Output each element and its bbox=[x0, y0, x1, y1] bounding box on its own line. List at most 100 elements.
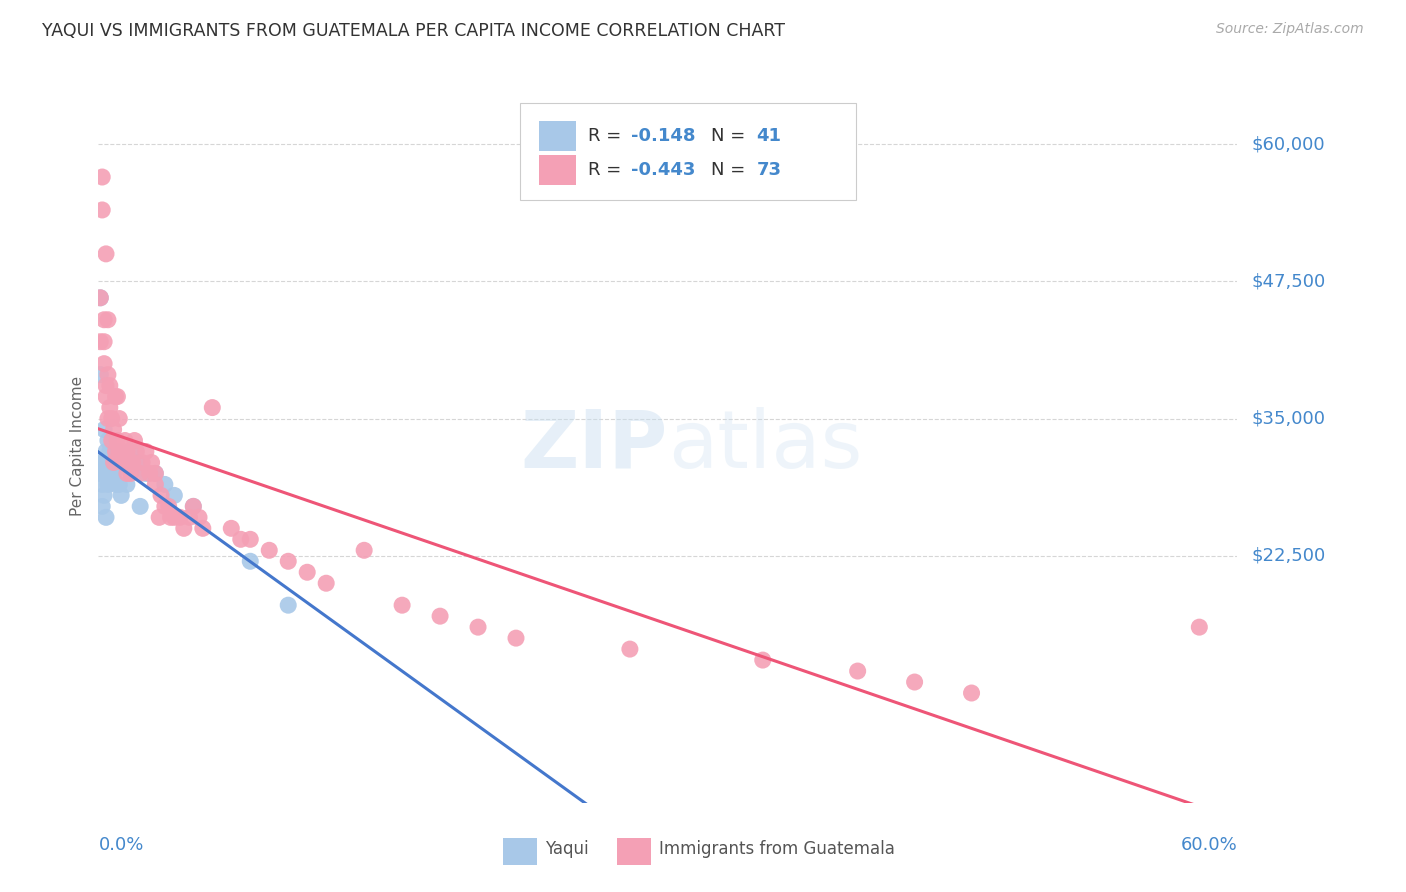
Point bbox=[97, 467, 120, 481]
Point bbox=[100, 434, 122, 448]
Point bbox=[114, 434, 136, 448]
Text: 73: 73 bbox=[756, 161, 782, 178]
Text: Yaqui: Yaqui bbox=[546, 840, 589, 858]
Y-axis label: Per Capita Income: Per Capita Income bbox=[70, 376, 86, 516]
Point bbox=[97, 368, 120, 382]
Point bbox=[391, 598, 413, 612]
Point bbox=[89, 291, 111, 305]
Point bbox=[153, 477, 176, 491]
Point bbox=[97, 411, 120, 425]
Point bbox=[98, 378, 121, 392]
Point bbox=[121, 455, 143, 469]
Point bbox=[103, 467, 125, 481]
Text: atlas: atlas bbox=[668, 407, 862, 485]
Point bbox=[98, 444, 121, 458]
Point bbox=[94, 510, 117, 524]
Point bbox=[103, 423, 125, 437]
Point bbox=[93, 357, 115, 371]
Point bbox=[429, 609, 451, 624]
Point bbox=[97, 312, 120, 326]
Point bbox=[229, 533, 252, 547]
Point bbox=[100, 455, 122, 469]
Text: R =: R = bbox=[588, 127, 627, 145]
Point bbox=[353, 543, 375, 558]
Point bbox=[89, 467, 111, 481]
Point bbox=[97, 434, 120, 448]
Point bbox=[93, 488, 115, 502]
Point bbox=[183, 500, 205, 514]
Point bbox=[91, 500, 114, 514]
Text: YAQUI VS IMMIGRANTS FROM GUATEMALA PER CAPITA INCOME CORRELATION CHART: YAQUI VS IMMIGRANTS FROM GUATEMALA PER C… bbox=[42, 22, 785, 40]
Point bbox=[125, 455, 148, 469]
Point bbox=[131, 455, 153, 469]
Point bbox=[157, 500, 180, 514]
Point bbox=[103, 455, 125, 469]
Text: N =: N = bbox=[711, 161, 751, 178]
Point bbox=[91, 202, 114, 217]
Text: $22,500: $22,500 bbox=[1251, 547, 1326, 565]
Text: $35,000: $35,000 bbox=[1251, 409, 1326, 427]
Point bbox=[153, 500, 176, 514]
Point bbox=[169, 510, 191, 524]
Point bbox=[183, 500, 205, 514]
Text: 41: 41 bbox=[756, 127, 782, 145]
Point bbox=[107, 390, 129, 404]
Text: 0.0%: 0.0% bbox=[98, 836, 143, 855]
Point bbox=[173, 521, 195, 535]
Point bbox=[118, 455, 141, 469]
Text: -0.443: -0.443 bbox=[631, 161, 696, 178]
Point bbox=[89, 291, 111, 305]
Point bbox=[138, 467, 160, 481]
Point bbox=[145, 467, 167, 481]
Point bbox=[124, 434, 146, 448]
Point bbox=[145, 467, 167, 481]
Point bbox=[505, 631, 527, 645]
Point bbox=[619, 642, 641, 657]
Point bbox=[94, 444, 117, 458]
Point bbox=[100, 467, 122, 481]
Text: Immigrants from Guatemala: Immigrants from Guatemala bbox=[659, 840, 894, 858]
Point bbox=[97, 477, 120, 491]
Text: $47,500: $47,500 bbox=[1251, 272, 1326, 290]
Point bbox=[135, 444, 157, 458]
Point bbox=[904, 675, 927, 690]
Point bbox=[103, 455, 125, 469]
Point bbox=[89, 368, 111, 382]
Point bbox=[94, 455, 117, 469]
Text: ZIP: ZIP bbox=[520, 407, 668, 485]
FancyBboxPatch shape bbox=[520, 103, 856, 200]
Point bbox=[960, 686, 983, 700]
Point bbox=[94, 390, 117, 404]
Point bbox=[120, 444, 142, 458]
Point bbox=[94, 247, 117, 261]
FancyBboxPatch shape bbox=[538, 120, 575, 151]
Point bbox=[239, 554, 262, 568]
Point bbox=[163, 510, 186, 524]
Point bbox=[107, 455, 129, 469]
Point bbox=[93, 455, 115, 469]
Point bbox=[467, 620, 489, 634]
Point bbox=[110, 488, 132, 502]
Point bbox=[145, 477, 167, 491]
Point bbox=[188, 510, 211, 524]
Point bbox=[107, 444, 129, 458]
Point bbox=[112, 455, 135, 469]
Point bbox=[108, 411, 131, 425]
Point bbox=[277, 554, 299, 568]
Point bbox=[91, 455, 114, 469]
Point bbox=[1188, 620, 1211, 634]
Point bbox=[100, 411, 122, 425]
Point bbox=[141, 455, 163, 469]
Point bbox=[150, 488, 173, 502]
Point bbox=[91, 477, 114, 491]
Point bbox=[159, 510, 181, 524]
Point bbox=[259, 543, 281, 558]
FancyBboxPatch shape bbox=[503, 838, 537, 865]
Point bbox=[98, 467, 121, 481]
Point bbox=[120, 467, 142, 481]
Point bbox=[221, 521, 243, 535]
Text: -0.148: -0.148 bbox=[631, 127, 696, 145]
Point bbox=[115, 467, 138, 481]
Point bbox=[297, 566, 319, 580]
Point bbox=[89, 334, 111, 349]
